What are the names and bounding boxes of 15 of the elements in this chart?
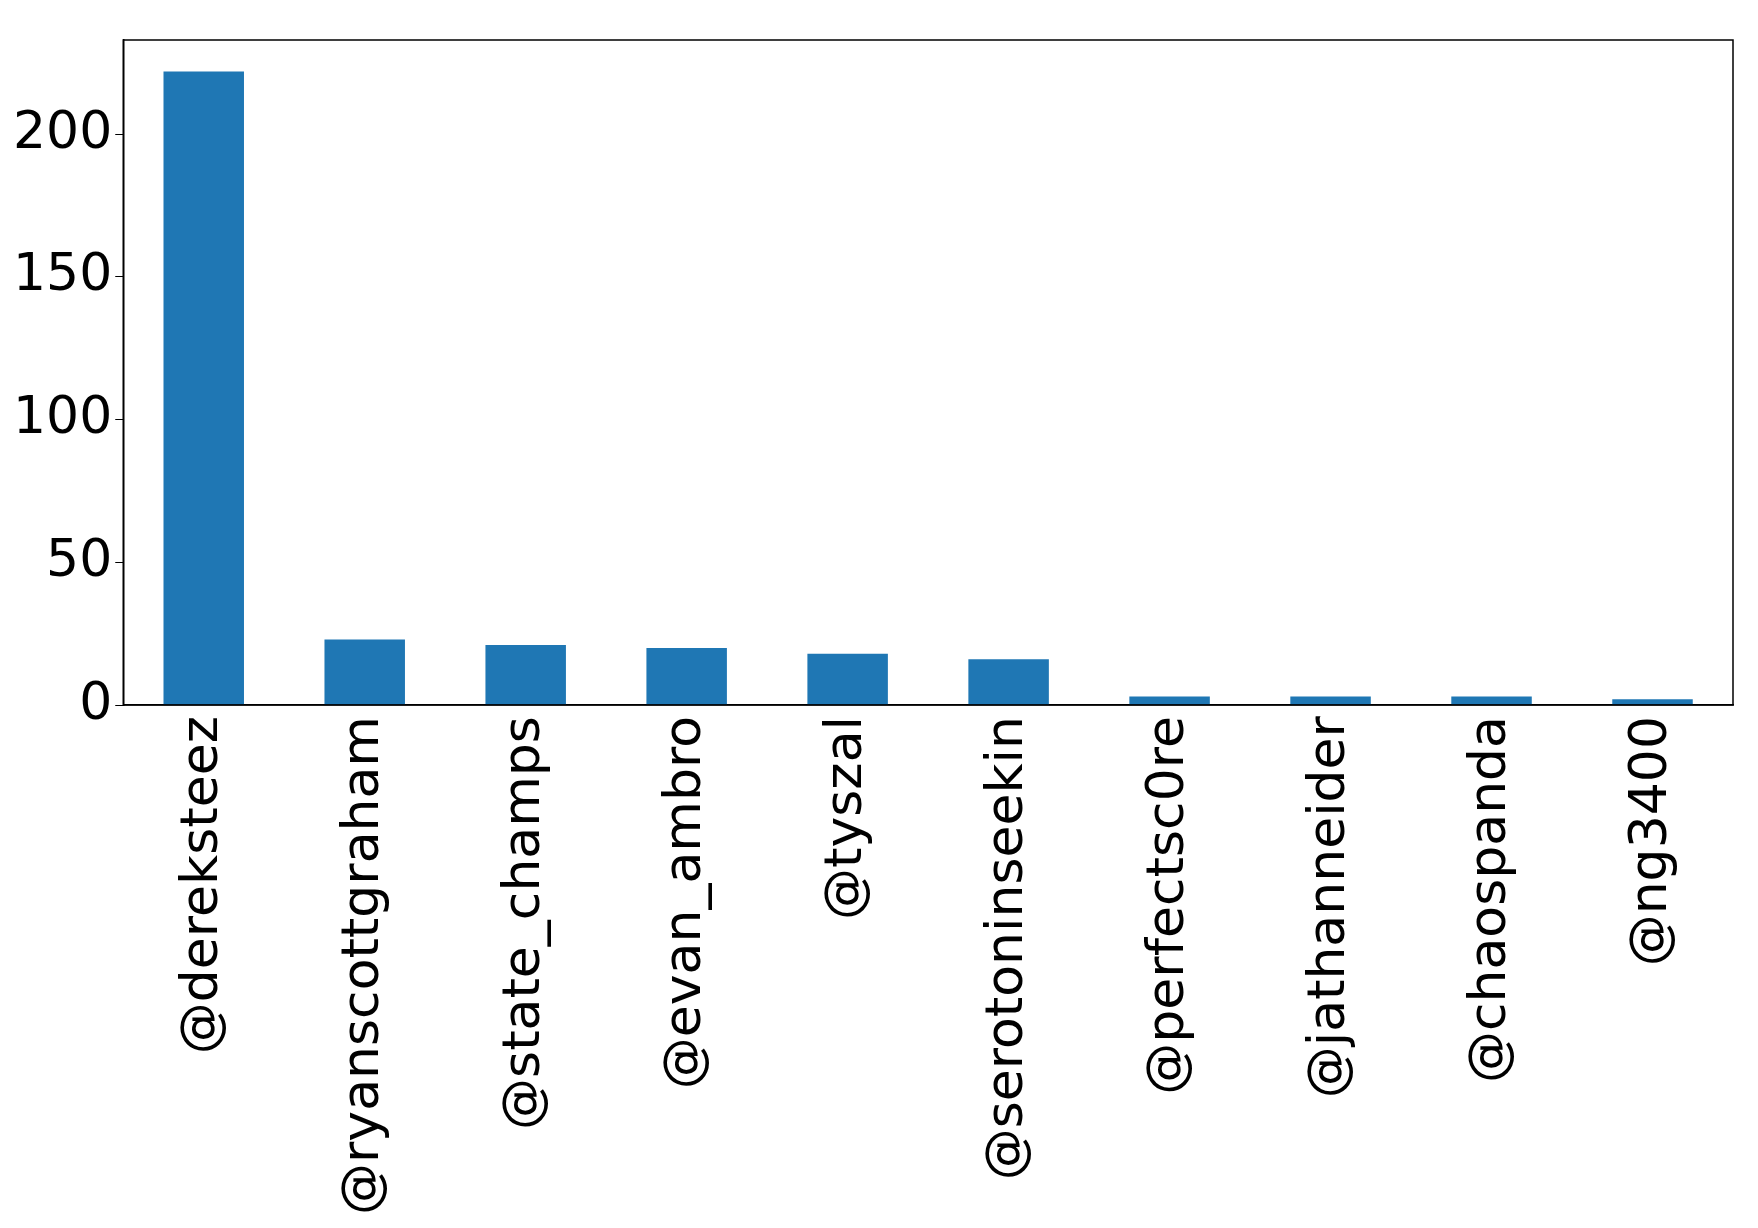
x-tick-label: @tyszal xyxy=(813,716,874,920)
x-tick-label: @perfectsc0re xyxy=(1135,716,1196,1095)
y-tick-label: 100 xyxy=(12,385,113,446)
x-tick-label: @jathanneider xyxy=(1296,715,1357,1099)
y-tick-label: 50 xyxy=(46,527,113,588)
y-tick-label: 200 xyxy=(12,99,113,160)
x-tick-label: @chaospanda xyxy=(1457,716,1518,1084)
x-tick-label: @dereksteez xyxy=(169,716,230,1055)
x-tick-label: @evan_ambro xyxy=(652,716,713,1090)
x-tick-label: @serotoninseekin xyxy=(974,716,1035,1181)
x-tick-label: @state_champs xyxy=(491,716,552,1130)
y-tick-label: 150 xyxy=(12,242,113,303)
x-tick-label: @ng3400 xyxy=(1618,716,1679,967)
y-tick-label: 0 xyxy=(79,670,113,731)
x-tick-label: @ryanscottgraham xyxy=(330,716,391,1216)
